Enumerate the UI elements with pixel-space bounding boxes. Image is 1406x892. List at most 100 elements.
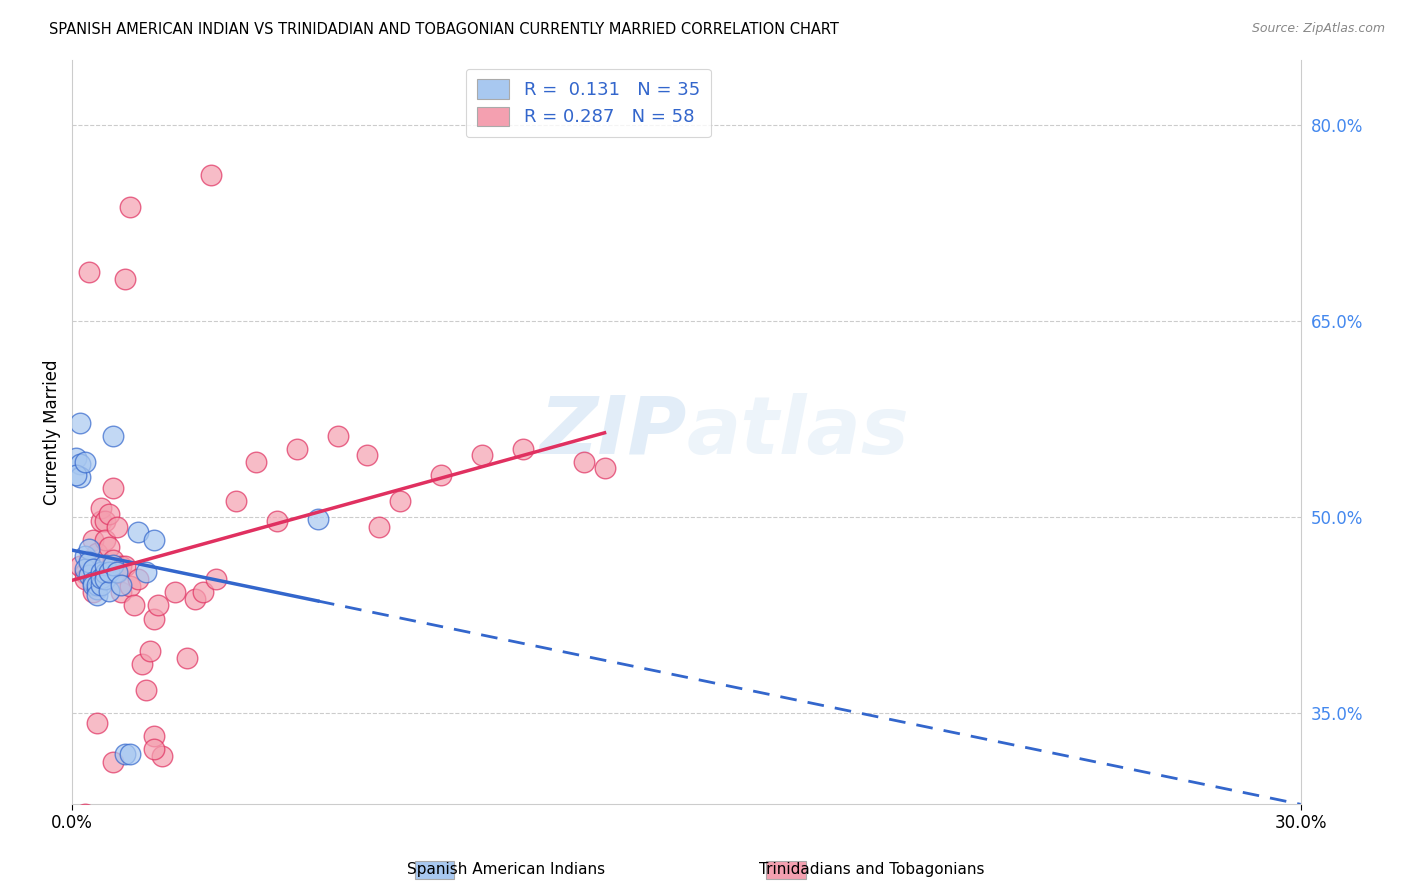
Y-axis label: Currently Married: Currently Married (44, 359, 60, 505)
Point (328, 428, 350, 442)
Text: SPANISH AMERICAN INDIAN VS TRINIDADIAN AND TOBAGONIAN CURRENTLY MARRIED CORRELAT: SPANISH AMERICAN INDIAN VS TRINIDADIAN A… (49, 22, 839, 37)
Point (176, 650, 198, 665)
Point (94, 558, 117, 572)
Point (122, 599, 145, 613)
Point (184, 591, 207, 606)
Point (73, 807, 96, 822)
Point (105, 566, 128, 580)
Point (69, 458, 91, 472)
Point (90, 500, 112, 515)
Text: Source: ZipAtlas.com: Source: ZipAtlas.com (1251, 22, 1385, 36)
Point (512, 442, 534, 456)
Point (98, 540, 121, 554)
Point (82, 562, 104, 576)
Point (82, 585, 104, 599)
Point (94, 566, 117, 580)
Point (77, 553, 100, 567)
Point (429, 467, 451, 482)
Point (90, 565, 112, 579)
Point (150, 748, 173, 763)
Point (110, 577, 132, 591)
Point (73, 562, 96, 576)
Point (135, 565, 157, 579)
Point (101, 755, 124, 769)
Point (135, 683, 157, 698)
Point (127, 525, 149, 540)
Point (118, 747, 141, 762)
Point (388, 494, 411, 508)
Point (69, 470, 91, 484)
Point (143, 611, 166, 625)
Point (245, 455, 267, 469)
Point (148, 599, 170, 613)
Point (118, 579, 141, 593)
Point (368, 520, 391, 534)
Point (86, 716, 108, 731)
Point (86, 566, 108, 580)
Point (86, 546, 108, 560)
Point (101, 428, 124, 442)
Point (593, 461, 616, 475)
Point (163, 585, 186, 599)
Point (139, 644, 162, 658)
Point (90, 514, 112, 528)
Point (572, 455, 595, 469)
Point (82, 533, 104, 548)
Point (65, 467, 87, 482)
Point (200, 168, 222, 182)
Legend: R =  0.131   N = 35, R = 0.287   N = 58: R = 0.131 N = 35, R = 0.287 N = 58 (465, 69, 710, 137)
Point (86, 577, 108, 591)
Point (114, 559, 136, 574)
Point (86, 582, 108, 596)
Point (94, 514, 117, 528)
Point (98, 584, 121, 599)
Point (105, 565, 128, 579)
Point (90, 573, 112, 587)
Point (287, 442, 309, 456)
Text: atlas: atlas (686, 392, 910, 471)
Point (77, 555, 100, 569)
Text: ZIP: ZIP (538, 392, 686, 471)
Point (105, 520, 128, 534)
Point (101, 558, 124, 572)
Point (98, 507, 121, 521)
Point (114, 272, 136, 286)
Point (143, 742, 166, 756)
Point (90, 571, 112, 585)
Point (77, 568, 100, 582)
Point (143, 729, 166, 743)
Point (98, 565, 121, 579)
Point (110, 559, 132, 574)
Point (94, 533, 117, 548)
Point (193, 585, 215, 599)
Point (204, 573, 226, 587)
Point (86, 588, 108, 602)
Point (82, 577, 104, 591)
Point (118, 200, 141, 214)
Point (225, 494, 247, 508)
Point (266, 514, 288, 528)
Point (69, 559, 91, 574)
Point (69, 416, 91, 430)
Point (77, 265, 100, 279)
Point (110, 585, 132, 599)
Point (73, 573, 96, 587)
Point (307, 512, 329, 526)
Point (82, 574, 104, 589)
Point (356, 448, 378, 462)
Point (114, 747, 136, 762)
Point (73, 455, 96, 469)
Point (101, 481, 124, 495)
Point (77, 542, 100, 557)
Point (131, 657, 153, 672)
Point (471, 448, 494, 462)
Text: Trinidadians and Tobagonians: Trinidadians and Tobagonians (759, 863, 984, 877)
Point (101, 553, 124, 567)
Point (73, 549, 96, 563)
Point (143, 533, 166, 548)
Point (94, 573, 117, 587)
Point (90, 577, 112, 591)
Point (127, 573, 149, 587)
Point (73, 566, 96, 580)
Point (65, 450, 87, 465)
